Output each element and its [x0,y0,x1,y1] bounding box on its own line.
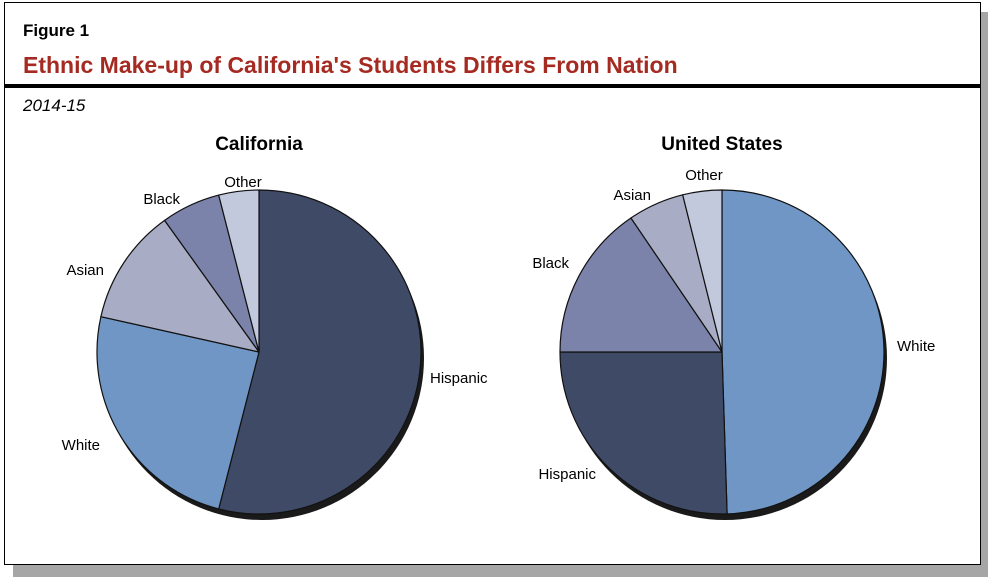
pie-slice-hispanic [218,189,422,515]
chart-title: United States [661,134,782,155]
pie-chart-california: California Hispanic White Asian Black Other [62,134,488,520]
slice-label-hispanic: Hispanic [538,466,596,483]
pie-slice-hispanic [559,351,728,515]
slice-label-white: White [62,437,100,454]
slice-label-other: Other [685,167,723,184]
figure-subtitle: 2014-15 [23,96,86,115]
pie-slice-asian [100,219,260,353]
pie-slice-other [682,189,723,353]
pie-chart-united-states: United States White Hispanic Black Asian Othe… [532,134,935,520]
pie-slice-other [218,189,260,353]
figure-title: Ethnic Make-up of California's Students … [23,52,678,78]
slice-label-white: White [897,338,935,355]
pie-slice-white [96,316,260,510]
slice-label-hispanic: Hispanic [430,370,488,387]
title-divider [5,84,980,88]
slice-label-other: Other [224,174,262,191]
slice-label-asian: Asian [66,262,104,279]
slice-label-black: Black [143,191,180,208]
figure-label: Figure 1 [23,21,90,40]
slice-label-black: Black [532,255,569,272]
chart-title: California [215,134,303,155]
pie-slice-white [721,189,885,515]
slice-label-asian: Asian [613,187,651,204]
pie-slice-black [559,217,723,353]
